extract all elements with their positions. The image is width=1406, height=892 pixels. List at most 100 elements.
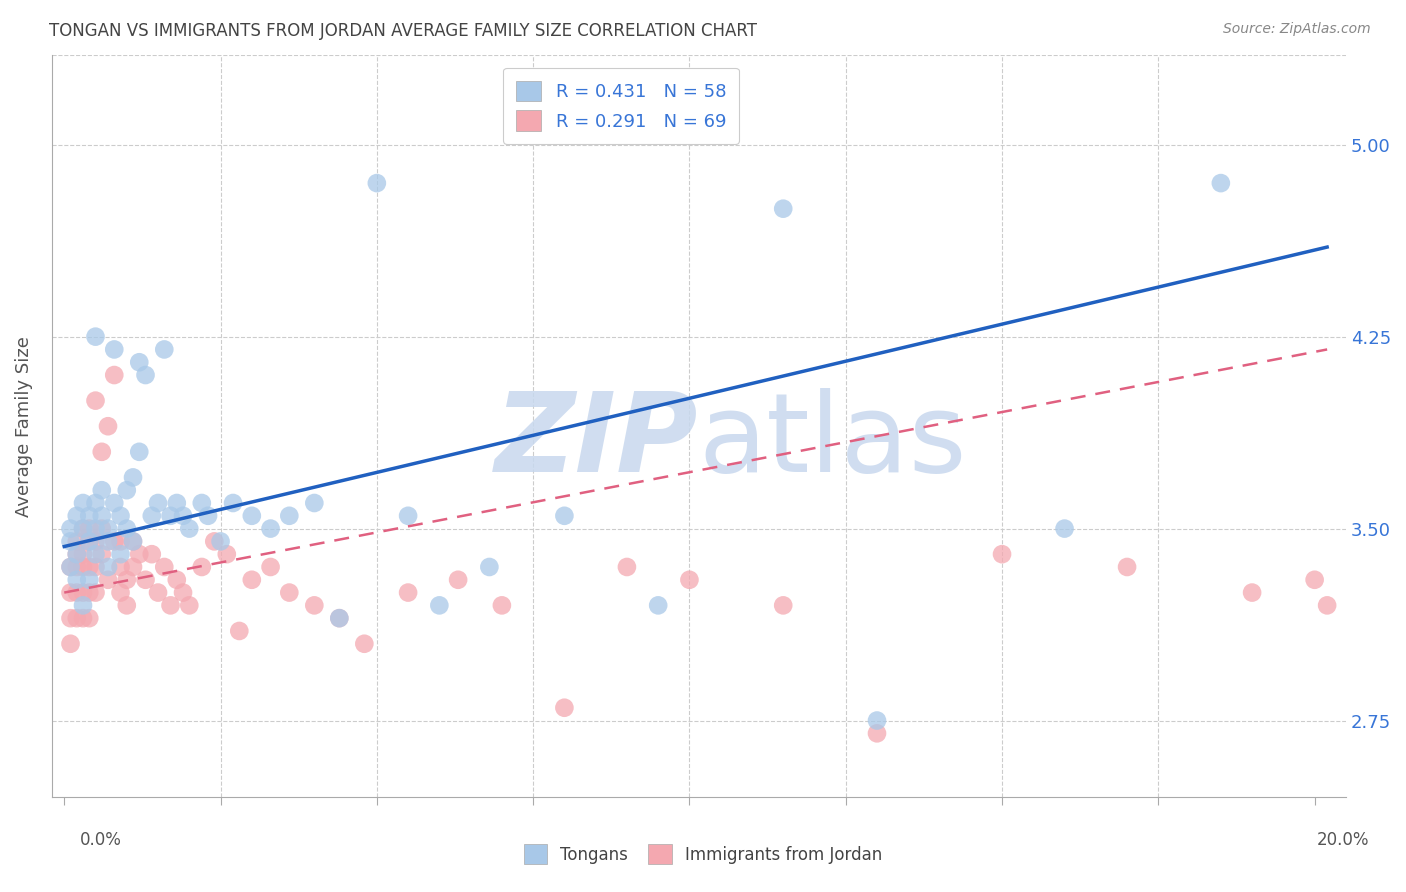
Point xyxy=(128,355,150,369)
Point xyxy=(66,547,89,561)
Point xyxy=(172,585,194,599)
Point xyxy=(866,714,889,728)
Text: Source: ZipAtlas.com: Source: ZipAtlas.com xyxy=(1223,22,1371,37)
Point xyxy=(77,522,100,536)
Point xyxy=(77,534,100,549)
Point xyxy=(228,624,250,638)
Point xyxy=(122,560,145,574)
Point xyxy=(1241,585,1264,599)
Text: 20.0%: 20.0% xyxy=(1316,831,1369,849)
Point xyxy=(366,176,388,190)
Point xyxy=(66,585,89,599)
Point xyxy=(97,560,120,574)
Point xyxy=(72,522,94,536)
Point xyxy=(240,573,263,587)
Point xyxy=(166,573,188,587)
Point xyxy=(59,534,82,549)
Point xyxy=(103,534,125,549)
Y-axis label: Average Family Size: Average Family Size xyxy=(15,335,32,516)
Point xyxy=(328,611,350,625)
Point xyxy=(191,496,214,510)
Point xyxy=(128,445,150,459)
Point xyxy=(427,599,450,613)
Point xyxy=(59,560,82,574)
Point xyxy=(66,508,89,523)
Point xyxy=(84,329,107,343)
Point xyxy=(1116,560,1139,574)
Point xyxy=(77,508,100,523)
Point xyxy=(110,560,132,574)
Point xyxy=(141,547,163,561)
Point xyxy=(59,560,82,574)
Point xyxy=(77,611,100,625)
Point xyxy=(447,573,470,587)
Point xyxy=(553,700,575,714)
Point xyxy=(197,508,219,523)
Point xyxy=(66,611,89,625)
Point xyxy=(90,508,112,523)
Point xyxy=(304,496,326,510)
Point xyxy=(396,585,419,599)
Point xyxy=(84,547,107,561)
Point xyxy=(396,508,419,523)
Point xyxy=(866,726,889,740)
Point xyxy=(115,599,138,613)
Point xyxy=(209,534,232,549)
Point xyxy=(159,599,181,613)
Point xyxy=(103,368,125,382)
Point xyxy=(97,419,120,434)
Point xyxy=(159,508,181,523)
Point xyxy=(66,573,89,587)
Point xyxy=(103,496,125,510)
Point xyxy=(72,522,94,536)
Point xyxy=(278,585,301,599)
Point xyxy=(77,585,100,599)
Point xyxy=(72,560,94,574)
Text: ZIP: ZIP xyxy=(495,387,699,494)
Point xyxy=(166,496,188,510)
Point xyxy=(84,585,107,599)
Point xyxy=(66,560,89,574)
Point xyxy=(135,368,157,382)
Point xyxy=(1316,599,1339,613)
Point xyxy=(84,496,107,510)
Point xyxy=(90,547,112,561)
Point xyxy=(172,508,194,523)
Point xyxy=(110,585,132,599)
Point xyxy=(110,547,132,561)
Point xyxy=(991,547,1014,561)
Point xyxy=(110,508,132,523)
Text: TONGAN VS IMMIGRANTS FROM JORDAN AVERAGE FAMILY SIZE CORRELATION CHART: TONGAN VS IMMIGRANTS FROM JORDAN AVERAGE… xyxy=(49,22,758,40)
Legend: R = 0.431   N = 58, R = 0.291   N = 69: R = 0.431 N = 58, R = 0.291 N = 69 xyxy=(503,68,740,144)
Point xyxy=(259,560,281,574)
Point xyxy=(135,573,157,587)
Point xyxy=(103,343,125,357)
Point xyxy=(97,522,120,536)
Point xyxy=(77,560,100,574)
Point xyxy=(72,585,94,599)
Point xyxy=(84,522,107,536)
Point xyxy=(59,611,82,625)
Point xyxy=(478,560,501,574)
Point xyxy=(153,343,176,357)
Point xyxy=(222,496,245,510)
Point xyxy=(328,611,350,625)
Point xyxy=(146,585,169,599)
Point xyxy=(84,560,107,574)
Point xyxy=(72,611,94,625)
Point xyxy=(97,534,120,549)
Point xyxy=(191,560,214,574)
Point xyxy=(146,496,169,510)
Point xyxy=(772,202,794,216)
Point xyxy=(304,599,326,613)
Point xyxy=(141,508,163,523)
Point xyxy=(153,560,176,574)
Point xyxy=(72,599,94,613)
Point xyxy=(84,534,107,549)
Point xyxy=(59,585,82,599)
Point xyxy=(122,470,145,484)
Point xyxy=(90,522,112,536)
Legend: Tongans, Immigrants from Jordan: Tongans, Immigrants from Jordan xyxy=(517,838,889,871)
Point xyxy=(1303,573,1326,587)
Point xyxy=(491,599,513,613)
